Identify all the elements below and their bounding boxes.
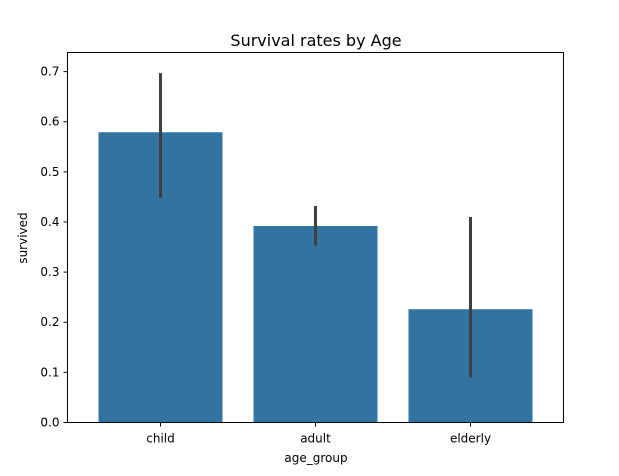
bars-layer xyxy=(98,132,533,423)
y-tick-label-3: 0.3 xyxy=(40,265,59,279)
y-tick-label-5: 0.5 xyxy=(40,165,59,179)
x-tick-label-elderly: elderly xyxy=(450,432,491,446)
x-tick-label-child: child xyxy=(146,432,175,446)
y-tick-label-7: 0.7 xyxy=(40,65,59,79)
chart-title: Survival rates by Age xyxy=(230,31,401,50)
x-axis: child adult elderly xyxy=(146,422,491,446)
y-axis: 0.0 0.1 0.2 0.3 0.4 0.5 0.6 0.7 xyxy=(40,65,68,430)
bar-adult xyxy=(253,225,378,423)
y-tick-label-6: 0.6 xyxy=(40,115,59,129)
y-tick-label-0: 0.0 xyxy=(40,416,59,430)
y-tick-label-4: 0.4 xyxy=(40,215,59,229)
x-tick-label-adult: adult xyxy=(300,432,331,446)
x-axis-label: age_group xyxy=(284,451,347,465)
y-tick-label-2: 0.2 xyxy=(40,315,59,329)
error-bars-layer xyxy=(159,73,472,378)
y-tick-label-1: 0.1 xyxy=(40,365,59,379)
y-axis-label: survived xyxy=(16,212,30,263)
